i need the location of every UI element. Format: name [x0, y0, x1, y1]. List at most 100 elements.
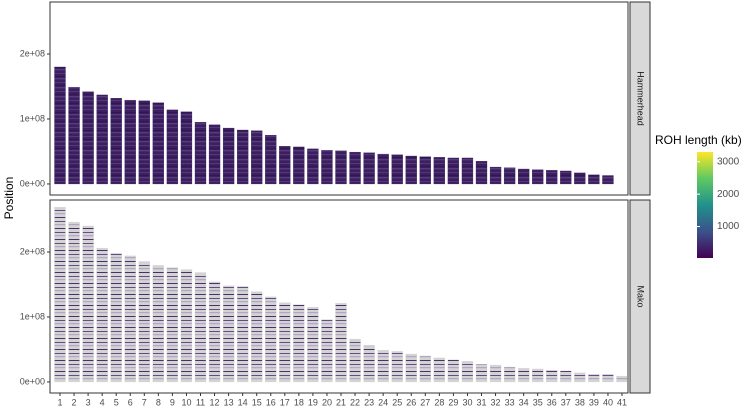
chromosome-bar: [574, 372, 586, 383]
x-tick-label: 40: [603, 397, 613, 406]
chromosome-bar: [180, 111, 193, 185]
x-tick-label: 17: [280, 397, 290, 406]
chromosome-bar: [321, 150, 333, 185]
chromosome-bar: [166, 109, 179, 185]
chromosome-bar: [532, 368, 544, 383]
x-tick-label: 29: [448, 397, 458, 406]
facet-label: Mako: [636, 285, 646, 307]
chromosome-bar: [124, 255, 136, 383]
chromosome-bar: [377, 349, 389, 383]
chromosome-bar: [96, 247, 108, 383]
x-tick-label: 19: [308, 397, 318, 406]
x-tick-label: 28: [434, 397, 444, 406]
chromosome-bar: [532, 169, 544, 185]
chromosome-bar: [588, 374, 600, 383]
x-tick-label: 23: [364, 397, 374, 406]
x-tick-label: 27: [420, 397, 430, 406]
chromosome-bar: [236, 286, 249, 383]
y-tick-label: 1e+08: [20, 113, 45, 123]
chromosome-bar: [251, 130, 263, 185]
chromosome-bar: [152, 265, 165, 383]
colorbar-tick-label: 3000: [717, 156, 740, 167]
x-tick-label: 13: [224, 397, 234, 406]
chromosome-bar: [265, 135, 277, 185]
y-axis-title: Position: [2, 177, 16, 220]
chromosome-bar: [82, 225, 94, 383]
facet-strip: [629, 1, 651, 196]
chromosome-bar: [363, 152, 375, 185]
chromosome-bar: [391, 351, 403, 383]
x-tick-label: 8: [156, 397, 161, 406]
chromosome-bar: [419, 156, 431, 185]
x-tick-label: 34: [519, 397, 529, 406]
chromosome-bar: [208, 281, 221, 383]
chromosome-bar: [588, 174, 600, 185]
chromosome-bar: [251, 291, 263, 383]
x-tick-label: 25: [392, 397, 402, 406]
x-tick-label: 32: [491, 397, 501, 406]
chromosome-bar: [377, 153, 389, 185]
chromosome-bar: [180, 269, 193, 383]
chromosome-bar: [222, 285, 235, 383]
chromosome-bar: [489, 364, 502, 383]
x-tick-label: 10: [181, 397, 191, 406]
y-tick-label: 0e+00: [20, 376, 45, 386]
x-tick-label: 38: [575, 397, 585, 406]
x-tick-label: 4: [100, 397, 105, 406]
chromosome-bar: [68, 86, 80, 185]
facet-strip: [629, 199, 651, 394]
chromosome-bar: [222, 127, 235, 185]
chromosome-bar: [82, 91, 94, 185]
chromosome-bar: [321, 319, 333, 383]
chromosome-bar: [166, 267, 179, 383]
chromosome-bar: [293, 304, 305, 383]
chromosome-bar: [433, 157, 446, 185]
y-tick-label: 2e+08: [20, 246, 45, 256]
chromosome-bar: [208, 124, 221, 185]
chromosome-bar: [68, 221, 80, 383]
x-tick-label: 33: [505, 397, 515, 406]
chromosome-bar: [461, 361, 474, 383]
chromosome-bar: [419, 355, 431, 383]
colorbar-title: ROH length (kb): [655, 133, 742, 147]
x-tick-label: 18: [294, 397, 304, 406]
chromosome-bar: [461, 157, 474, 185]
chromosome-bar: [602, 175, 614, 185]
x-tick-label: 21: [336, 397, 346, 406]
chromosome-bar: [138, 261, 150, 383]
chromosome-bar: [503, 366, 516, 383]
x-tick-label: 7: [142, 397, 147, 406]
chromosome-bar: [54, 66, 66, 185]
chromosome-bar: [560, 370, 572, 383]
chromosome-bar: [110, 98, 122, 185]
chromosome-bar: [574, 172, 586, 185]
chromosome-bar: [279, 302, 291, 383]
chromosome-bar: [503, 167, 516, 185]
x-tick-label: 41: [617, 397, 627, 406]
chromosome-bar: [518, 168, 530, 185]
chromosome-bar: [489, 166, 502, 185]
chromosome-bar: [152, 102, 165, 185]
x-tick-label: 16: [266, 397, 276, 406]
chromosome-bar: [363, 345, 375, 383]
chromosome-bar: [546, 170, 558, 185]
chromosome-bar: [265, 296, 277, 383]
y-tick-label: 1e+08: [20, 311, 45, 321]
chromosome-bar: [236, 129, 249, 185]
chromosome-bar: [560, 170, 572, 185]
x-tick-label: 22: [350, 397, 360, 406]
chromosome-bar: [307, 307, 319, 383]
x-tick-label: 6: [128, 397, 133, 406]
chromosome-bar: [349, 151, 361, 185]
x-tick-label: 14: [238, 397, 248, 406]
chromosome-bar: [616, 375, 628, 383]
x-tick-label: 12: [210, 397, 220, 406]
x-tick-label: 39: [589, 397, 599, 406]
chromosome-bar: [96, 94, 108, 185]
x-tick-label: 9: [170, 397, 175, 406]
x-tick-label: 3: [86, 397, 91, 406]
chromosome-bar: [110, 253, 122, 383]
x-tick-label: 36: [547, 397, 557, 406]
chromosome-bar: [447, 157, 460, 185]
x-tick-label: 15: [252, 397, 262, 406]
